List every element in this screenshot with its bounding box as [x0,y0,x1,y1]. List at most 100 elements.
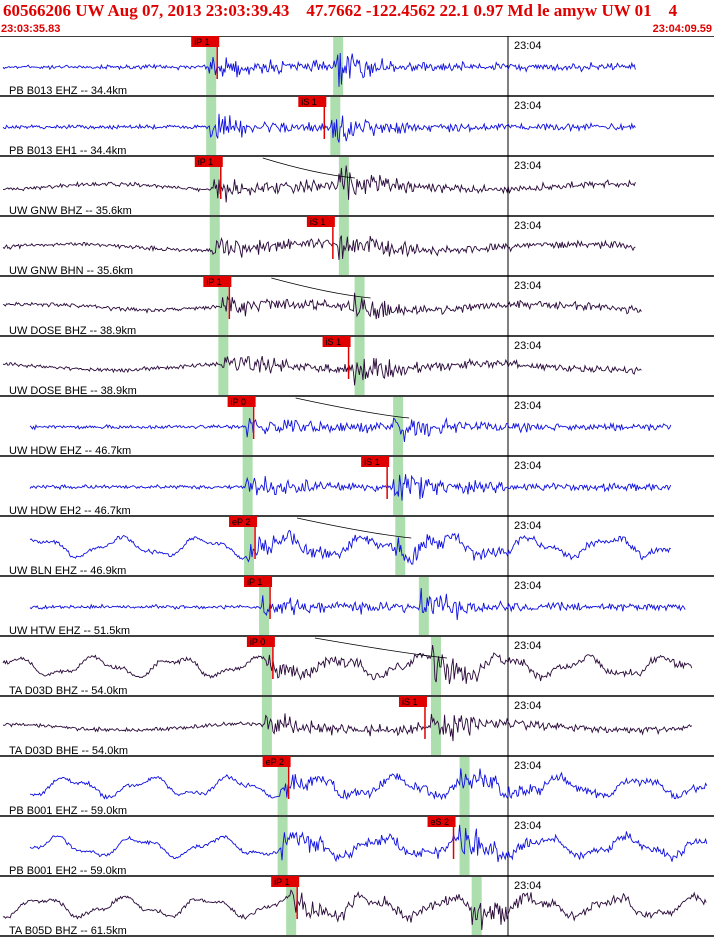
minute-tick-label: 23:04 [514,640,542,652]
waveform-trace [2,889,707,931]
p-window [261,697,272,755]
pick-label: iS 1 [326,337,342,347]
pick-label: eP 2 [232,517,250,527]
p-window [242,457,253,515]
station-label: UW HDW EH2 -- 46.7km [9,505,131,517]
station-label: TA D03D BHE -- 54.0km [9,745,128,757]
minute-tick-label: 23:04 [514,580,542,592]
pick-label: iP 1 [194,37,209,47]
pick-label: eS 2 [431,817,450,827]
pick-flag [229,516,258,527]
station-label: TA D03D BHZ -- 54.0km [9,685,127,697]
pick-flag [361,456,390,467]
s-window [430,637,441,695]
station-label: UW DOSE BHE -- 38.9km [9,385,137,397]
s-window [393,457,404,515]
station-label: TA B05D BHZ -- 61.5km [9,925,127,937]
minute-tick-label: 23:04 [514,520,542,532]
p-window [209,217,220,275]
station-label: UW HTW EHZ -- 51.5km [9,625,130,637]
minute-tick-label: 23:04 [514,460,542,472]
travel-time-curve [295,397,410,419]
pick-flag [227,396,256,407]
pick-flag [191,36,220,47]
minute-tick-label: 23:04 [514,400,542,412]
p-window [206,97,217,155]
p-window [218,337,229,395]
s-window [471,877,482,935]
waveform-trace [29,417,672,442]
s-window [459,757,470,815]
minute-tick-label: 23:04 [514,700,542,712]
travel-time-curve [262,157,355,179]
pick-label: iP 1 [206,277,221,287]
s-window [330,97,341,155]
start-time-label: 23:03:35.83 [1,23,61,35]
pick-label: eP 2 [266,757,284,767]
waveform-trace [2,165,636,203]
pick-flag [427,816,456,827]
station-label: PB B013 EH1 -- 34.4km [9,145,126,157]
p-window [242,397,253,455]
waveform-trace [29,529,671,565]
station-label: PB B013 EHZ -- 34.4km [9,85,127,97]
s-window [418,577,429,635]
p-window [259,577,270,635]
waveform-trace [2,644,693,685]
header: 60566206 UW Aug 07, 2013 23:03:39.43 47.… [0,0,714,38]
p-window [277,757,288,815]
station-label: UW GNW BHN -- 35.6km [9,265,133,277]
waveform-trace [2,292,642,320]
pick-flag [306,216,335,227]
p-window [286,877,297,935]
waveform-trace [30,768,708,801]
minute-tick-label: 23:04 [514,160,542,172]
travel-time-curve [296,517,412,539]
pick-label: iP 1 [274,877,289,887]
waveform-trace [2,52,636,87]
pick-flag [246,636,275,647]
pick-flag [203,276,232,287]
pick-label: iP 1 [247,577,262,587]
pick-label: iS 1 [310,217,326,227]
pick-label: iP 0 [231,397,246,407]
waveform-trace [29,824,708,863]
travel-time-curve [314,637,448,659]
station-label: PB B001 EH2 -- 59.0km [9,865,126,877]
seismogram-panel: 23:04 iP 1 PB B013 EHZ -- 34.4km 23:04 iS 1 P… [0,36,714,937]
minute-tick-label: 23:04 [514,760,542,772]
station-label: UW DOSE BHZ -- 38.9km [9,325,136,337]
s-window [393,397,404,455]
waveform-trace [2,355,642,386]
p-window [244,517,255,575]
pick-label: iS 1 [402,697,418,707]
travel-time-curve [271,277,371,299]
pick-flag [262,756,291,767]
station-label: PB B001 EHZ -- 59.0km [9,805,127,817]
station-label: UW HDW EHZ -- 46.7km [9,445,131,457]
pick-flag [244,576,273,587]
p-window [218,277,229,335]
pick-flag [322,336,351,347]
event-title: 60566206 UW Aug 07, 2013 23:03:39.43 47.… [3,1,678,20]
minute-tick-label: 23:04 [514,280,542,292]
pick-label: iS 1 [364,457,380,467]
station-label: UW GNW BHZ -- 35.6km [9,205,132,217]
pick-label: iS 1 [301,97,317,107]
s-window [430,697,441,755]
pick-flag [298,96,327,107]
pick-label: iP 1 [198,157,213,167]
minute-tick-label: 23:04 [514,820,542,832]
s-window [354,337,365,395]
s-window [354,277,365,335]
pick-label: iP 0 [250,637,265,647]
minute-tick-label: 23:04 [514,340,542,352]
minute-tick-label: 23:04 [514,880,542,892]
waveform-trace [2,235,636,260]
pick-flag [271,876,300,887]
end-time-label: 23:04:09.59 [652,23,712,35]
minute-tick-label: 23:04 [514,40,542,52]
pick-flag [398,696,427,707]
waveform-trace [2,113,636,143]
waveform-trace [29,474,672,501]
